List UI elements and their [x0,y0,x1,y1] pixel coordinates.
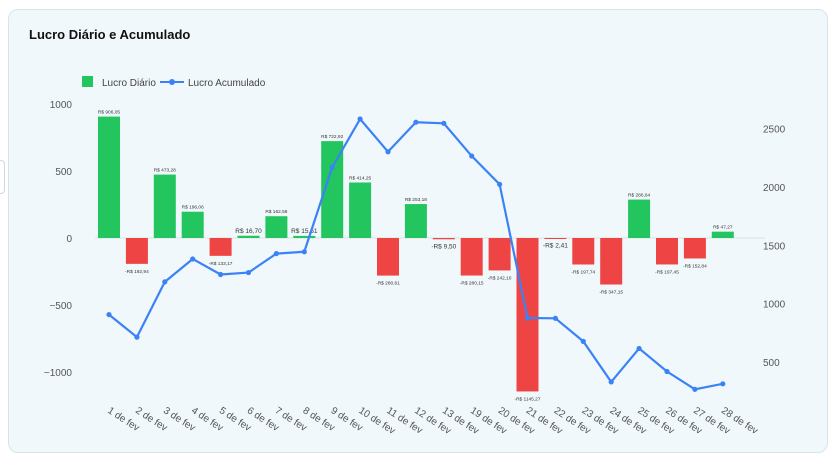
bar-data-label: R$ 47,27 [713,225,733,231]
left-axis-tick-label: 0 [66,234,72,245]
bar-data-label: R$ 253,18 [405,197,427,203]
cumulative-point [385,149,391,155]
cumulative-point [469,153,475,159]
cumulative-point [608,379,614,385]
cumulative-point [218,271,224,278]
cumulative-line [108,117,724,391]
left-axis-tick-label: −500 [49,301,72,312]
cumulative-point [301,249,307,255]
bar [460,238,483,276]
chart-card: Lucro Diário e Acumulado [8,9,828,453]
bar [209,238,232,256]
legend-cumulative-label: Lucro Acumulado [188,78,266,89]
cumulative-point [664,368,670,375]
cumulative-point [329,164,335,170]
right-axis-tick-label: 2000 [763,183,786,194]
bar-data-label: R$ 722,92 [321,134,343,140]
bar-data-label: -R$ 9,50 [431,243,456,250]
cumulative-point [245,269,252,276]
bar-data-label: R$ 906,05 [98,110,120,116]
left-axis-tick-label: 1000 [50,100,73,111]
bar-data-label: -R$ 2,41 [543,242,568,249]
cumulative-point [636,345,642,352]
bar-data-label: R$ 473,28 [154,168,176,174]
bar [432,238,455,240]
bar-data-label: R$ 162,58 [265,209,287,215]
cumulative-point [497,181,503,187]
cumulative-point [134,334,140,340]
bar-data-label: R$ 16,70 [235,228,262,235]
legend-cumulative-marker-icon [169,79,175,85]
left-axis-tick-label: 500 [55,167,72,178]
bar [98,116,120,238]
cumulative-point [552,315,559,321]
bar [153,174,176,238]
legend-daily-label: Lucro Diário [102,78,156,89]
side-panel-tab[interactable] [0,160,5,194]
bar-data-label: -R$ 280,15 [460,281,484,287]
legend-daily-swatch [82,76,93,87]
bar [181,211,204,238]
legend[interactable]: Lucro Diário Lucro Acumulado [82,76,266,89]
bar [488,238,511,271]
bar-data-label: -R$ 133,17 [209,261,233,267]
bar-data-label: -R$ 197,74 [571,269,595,275]
bar-data-label: R$ 196,06 [182,205,204,211]
right-axis-tick-label: 2500 [763,125,786,136]
bar [544,238,567,239]
bar-data-label: R$ 15,51 [291,228,318,235]
cumulative-point [190,256,196,262]
cumulative-point [106,311,112,318]
right-axis-tick-label: 1500 [763,241,786,252]
bar-data-label: R$ 286,64 [628,193,650,199]
bar-data-label: -R$ 242,10 [488,275,512,281]
bar [293,235,316,238]
bar [572,238,595,265]
bar-data-label: -R$ 152,84 [683,263,707,269]
bar-data-label: -R$ 192,94 [125,269,149,275]
bar [600,238,623,285]
cumulative-point [273,250,279,257]
left-axis-tick-label: −1000 [44,368,73,379]
bar [404,204,427,238]
bar [125,238,148,264]
bar [321,141,344,238]
cumulative-point [441,120,447,126]
chart-title: Lucro Diário e Acumulado [29,27,191,42]
bar [628,199,651,238]
cumulative-point [720,381,726,387]
bar [265,216,288,238]
cumulative-point [692,386,698,392]
bar-data-label: R$ 414,25 [349,175,371,181]
bar-data-label: -R$ 280,61 [376,281,400,287]
bar-data-label: -R$ 197,45 [655,269,679,275]
bar [349,182,372,238]
bar [711,231,734,238]
cumulative-point [413,119,419,125]
cumulative-point [357,116,363,122]
bar [237,235,260,238]
bar [683,238,706,259]
bar-data-label: -R$ 1145,27 [514,396,540,402]
cumulative-point [162,279,168,285]
bar-data-label: -R$ 347,15 [599,290,623,296]
bar [656,238,678,265]
right-axis-tick-label: 500 [763,358,780,369]
bar [377,238,399,276]
cumulative-point [524,315,531,321]
cumulative-point [580,338,586,344]
plot-area: 1000 500 0 −500 −1000 2500 2000 1500 1000 500 R$ 9… [44,100,786,437]
right-axis-tick-label: 1000 [763,300,786,311]
